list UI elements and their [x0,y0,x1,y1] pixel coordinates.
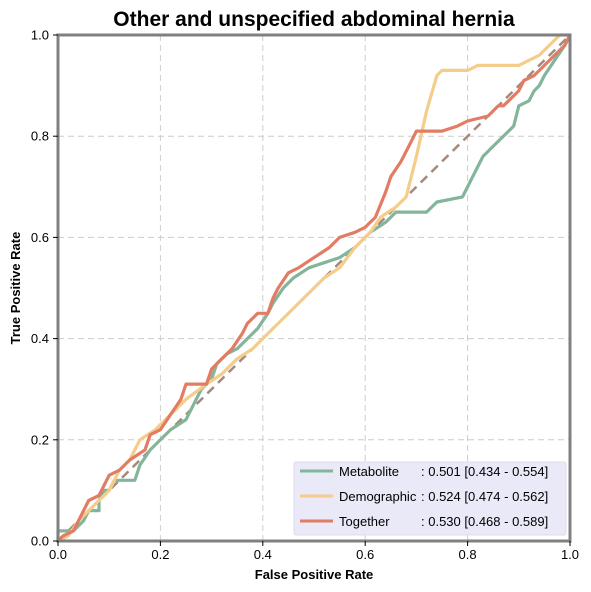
series-layer [56,33,572,543]
y-tick-label: 0.6 [31,230,49,245]
x-tick-label: 0.2 [151,547,169,562]
grid-lines [58,35,570,541]
y-tick-label: 0.0 [31,534,49,549]
legend-name-demographic: Demographic [339,489,417,504]
y-tick-label: 1.0 [31,28,49,43]
y-tick-label: 0.2 [31,432,49,447]
x-tick-label: 1.0 [561,547,579,562]
legend-box [293,461,567,536]
x-tick-label: 0.0 [49,547,67,562]
y-axis-label: True Positive Rate [8,232,23,345]
y-tick-label: 0.8 [31,129,49,144]
x-tick-label: 0.6 [356,547,374,562]
legend-auc-together: : 0.530 [0.468 - 0.589] [421,514,548,529]
plot-frame [56,33,572,543]
chart-title: Other and unspecified abdominal hernia [113,8,515,31]
series-line-together [56,33,572,543]
x-tick-label: 0.8 [459,547,477,562]
legend-name-together: Together [339,514,415,529]
y-tick-label: 0.4 [31,331,49,346]
legend-auc-demographic: : 0.524 [0.474 - 0.562] [421,489,548,504]
legend-auc-metabolite: : 0.501 [0.434 - 0.554] [421,464,548,479]
axis-ticks: 0.0 0.2 0.4 0.6 0.8 1.0 0.0 0.2 0.4 0.6 0.8 1.0 [31,28,579,563]
legend-name-metabolite: Metabolite [339,464,417,479]
x-axis-label: False Positive Rate [255,567,374,582]
x-tick-label: 0.4 [254,547,272,562]
legend: Metabolite : 0.501 [0.434 - 0.554] Demog… [293,461,567,536]
